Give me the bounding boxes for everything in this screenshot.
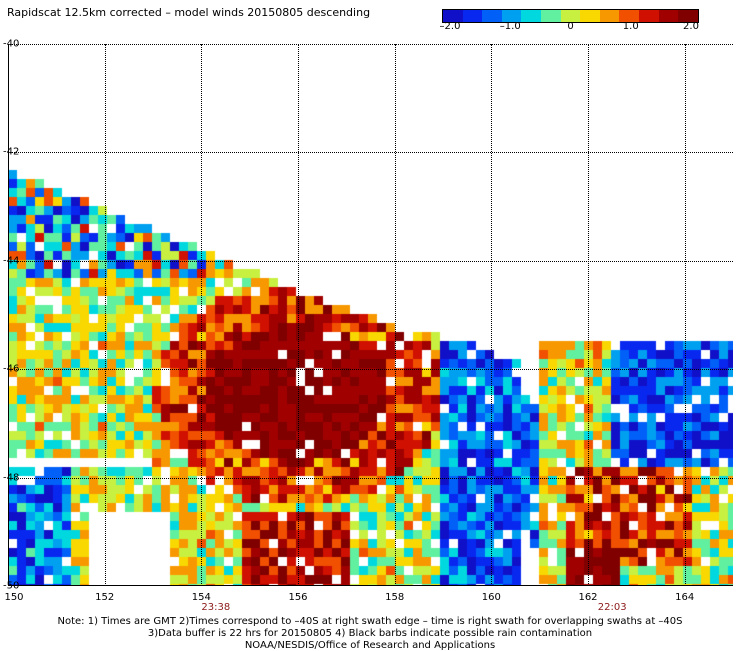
longitude-tick-label: 150 — [4, 592, 24, 603]
swath-time-label: 22:03 — [597, 602, 627, 613]
note-line-2: 3)Data buffer is 22 hrs for 20150805 4) … — [147, 628, 593, 639]
colorbar-cell-6 — [560, 10, 581, 22]
colorbar-tick-label: –2.0 — [439, 21, 461, 32]
latitude-gridline — [8, 477, 733, 479]
longitude-tick-label: 152 — [95, 592, 115, 603]
latitude-gridline — [8, 369, 733, 371]
colorbar-cell-12 — [678, 10, 698, 22]
colorbar-cell-2 — [482, 10, 502, 22]
longitude-gridline — [104, 44, 106, 586]
latitude-tick-label: -46 — [3, 363, 20, 375]
colorbar-cell-7 — [580, 10, 600, 22]
note-line-3: NOAA/NESDIS/Office of Research and Appli… — [244, 640, 496, 651]
chart-title: Rapidscat 12.5km corrected – model winds… — [7, 6, 371, 19]
latitude-tick-label: -42 — [3, 146, 20, 158]
longitude-tick-label: 154 — [191, 592, 211, 603]
latitude-tick-label: -40 — [3, 38, 20, 50]
colorbar — [442, 9, 699, 23]
longitude-gridline — [298, 44, 299, 586]
colorbar-tick-label: –1.0 — [499, 21, 521, 32]
longitude-gridline — [684, 44, 686, 586]
latitude-tick-label: -50 — [3, 580, 20, 592]
colorbar-tick-label: 2.0 — [683, 21, 699, 32]
longitude-gridline — [394, 44, 396, 586]
longitude-gridline — [201, 44, 203, 586]
colorbar-cell-1 — [462, 10, 483, 22]
colorbar-tick-label: 1.0 — [622, 21, 639, 32]
latitude-gridline — [8, 260, 733, 262]
colorbar-cell-10 — [639, 10, 659, 22]
note-line-1: Note: 1) Times are GMT 2)Times correspon… — [57, 616, 683, 627]
colorbar-cell-9 — [619, 10, 640, 22]
colorbar-cell-8 — [599, 10, 620, 22]
longitude-gridline — [588, 44, 589, 586]
longitude-tick-label: 162 — [578, 592, 598, 603]
latitude-tick-label: -48 — [3, 472, 20, 484]
colorbar-cell-11 — [658, 10, 679, 22]
latitude-gridline — [8, 44, 733, 45]
colorbar-tick-label: 0 — [567, 21, 574, 32]
longitude-tick-label: 158 — [385, 592, 405, 603]
longitude-gridline — [491, 44, 493, 586]
latitude-tick-label: -44 — [3, 255, 20, 267]
longitude-tick-label: 160 — [481, 592, 501, 603]
colorbar-cell-0 — [443, 10, 463, 22]
colorbar-cell-3 — [501, 10, 522, 22]
longitude-tick-label: 164 — [675, 592, 695, 603]
wind-difference-heatmap — [8, 44, 733, 586]
colorbar-cell-4 — [521, 10, 542, 22]
longitude-tick-label: 156 — [288, 592, 308, 603]
colorbar-cell-5 — [541, 10, 561, 22]
latitude-gridline — [8, 152, 733, 154]
swath-time-label: 23:38 — [201, 602, 231, 613]
